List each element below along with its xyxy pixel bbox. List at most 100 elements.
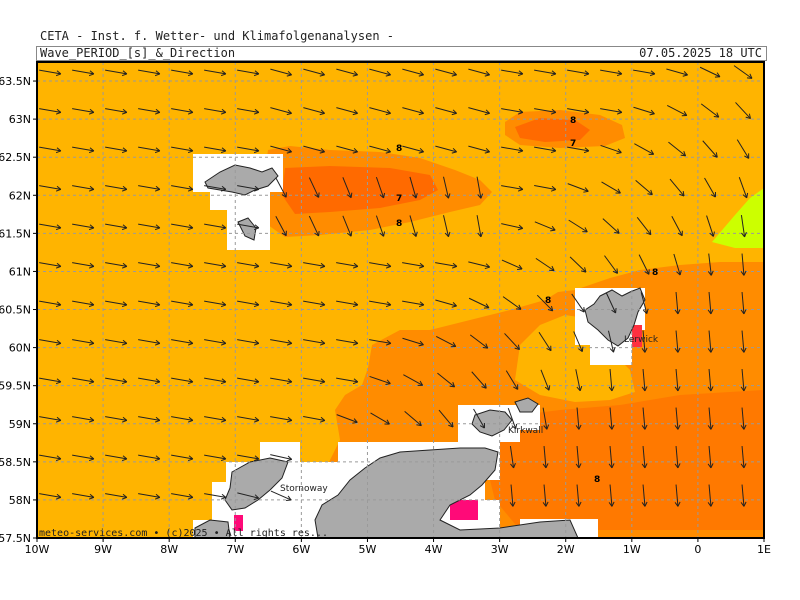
direction-arrow	[509, 484, 516, 507]
direction-arrow	[336, 107, 358, 116]
contour-label: 8	[396, 144, 402, 154]
direction-arrow	[39, 300, 62, 308]
direction-arrow	[402, 337, 424, 347]
scotland-mainland	[314, 447, 579, 538]
direction-arrow	[601, 181, 621, 194]
map-field	[37, 62, 764, 538]
direction-arrow	[270, 416, 293, 423]
direction-arrow	[674, 407, 681, 430]
direction-arrow	[538, 332, 552, 352]
direction-arrow	[375, 215, 386, 237]
direction-arrow	[72, 300, 95, 308]
direction-arrow	[342, 177, 353, 199]
direction-arrow	[666, 105, 688, 117]
direction-arrow	[535, 257, 555, 272]
direction-arrow	[171, 454, 194, 462]
direction-arrow	[636, 217, 652, 236]
direction-arrow	[369, 145, 391, 154]
direction-arrow	[602, 218, 620, 234]
period-spot-high	[234, 515, 243, 531]
direction-arrow	[435, 145, 457, 154]
direction-arrow	[707, 368, 714, 392]
direction-arrow	[204, 69, 227, 77]
direction-arrow	[600, 69, 623, 77]
direction-arrow	[270, 339, 293, 346]
direction-arrow	[270, 300, 293, 308]
direction-arrow	[308, 177, 320, 198]
direction-arrow	[733, 65, 753, 79]
direction-arrow	[402, 300, 425, 308]
valid-time: 07.05.2025 18 UTC	[639, 46, 762, 60]
direction-arrow	[468, 68, 490, 77]
lon-tick-label: 9W	[94, 543, 112, 556]
direction-arrow	[369, 375, 391, 386]
direction-arrow	[369, 339, 392, 346]
direction-arrow	[171, 262, 194, 269]
direction-arrow	[604, 255, 619, 274]
direction-arrow	[270, 454, 293, 462]
direction-arrow	[171, 223, 194, 231]
direction-arrow	[641, 407, 648, 430]
direction-arrow	[105, 185, 128, 192]
direction-arrow	[707, 445, 714, 469]
direction-arrow	[501, 69, 524, 77]
direction-arrow	[171, 493, 194, 500]
direction-arrow	[707, 407, 714, 430]
direction-arrow	[402, 68, 424, 77]
direction-arrow	[270, 145, 292, 154]
direction-arrow	[738, 176, 749, 199]
direction-arrow	[409, 215, 418, 237]
direction-arrow	[138, 146, 161, 154]
direction-arrow	[237, 223, 260, 231]
direction-arrow	[171, 416, 194, 423]
direction-arrow	[303, 300, 326, 308]
contour-label: 8	[652, 268, 658, 278]
direction-arrow	[501, 223, 524, 231]
lon-tick-label: 0	[694, 543, 701, 556]
direction-arrow	[237, 69, 260, 77]
lon-tick-label: 10W	[25, 543, 50, 556]
direction-arrow	[507, 407, 518, 430]
direction-arrow	[171, 339, 194, 346]
direction-arrow	[39, 454, 62, 462]
direction-arrow	[534, 108, 557, 115]
direction-arrow	[468, 297, 490, 309]
period-zone-7s-south	[480, 390, 764, 530]
lat-tick-label: 63N	[9, 113, 31, 126]
direction-arrow	[567, 108, 590, 115]
direction-arrow	[336, 262, 359, 269]
lon-tick-label: 4W	[425, 543, 443, 556]
direction-arrow	[536, 294, 554, 312]
direction-arrow	[138, 223, 161, 231]
direction-arrow	[669, 178, 685, 197]
map-title: Wave_PERIOD_[s]_&_Direction	[40, 46, 236, 60]
direction-arrow	[402, 262, 425, 269]
direction-arrow	[369, 300, 392, 308]
direction-arrow	[641, 484, 648, 507]
direction-arrow	[501, 146, 524, 154]
lat-tick-label: 61.5N	[0, 227, 31, 240]
direction-arrow	[336, 145, 358, 154]
direction-arrow	[105, 416, 128, 423]
lat-tick-label: 63.5N	[0, 75, 31, 88]
direction-arrow	[469, 334, 489, 349]
direction-arrow	[237, 416, 260, 423]
direction-arrow	[275, 216, 287, 237]
lat-tick-label: 58N	[9, 494, 31, 507]
period-zone-7s-north	[282, 166, 438, 214]
direction-arrow	[438, 409, 454, 428]
direction-arrow	[404, 410, 422, 427]
lon-tick-label: 6W	[292, 543, 310, 556]
direction-arrow	[575, 369, 583, 392]
lon-tick-label: 7W	[226, 543, 244, 556]
direction-arrow	[740, 484, 747, 507]
direction-arrow	[72, 185, 95, 192]
direction-arrow	[370, 412, 390, 425]
direction-arrow	[605, 292, 617, 314]
direction-arrow	[608, 407, 615, 430]
direction-arrow	[72, 454, 95, 462]
direction-arrow	[707, 291, 714, 315]
direction-arrow	[72, 146, 95, 154]
lat-tick-label: 59.5N	[0, 380, 31, 393]
direction-arrow	[303, 262, 326, 269]
